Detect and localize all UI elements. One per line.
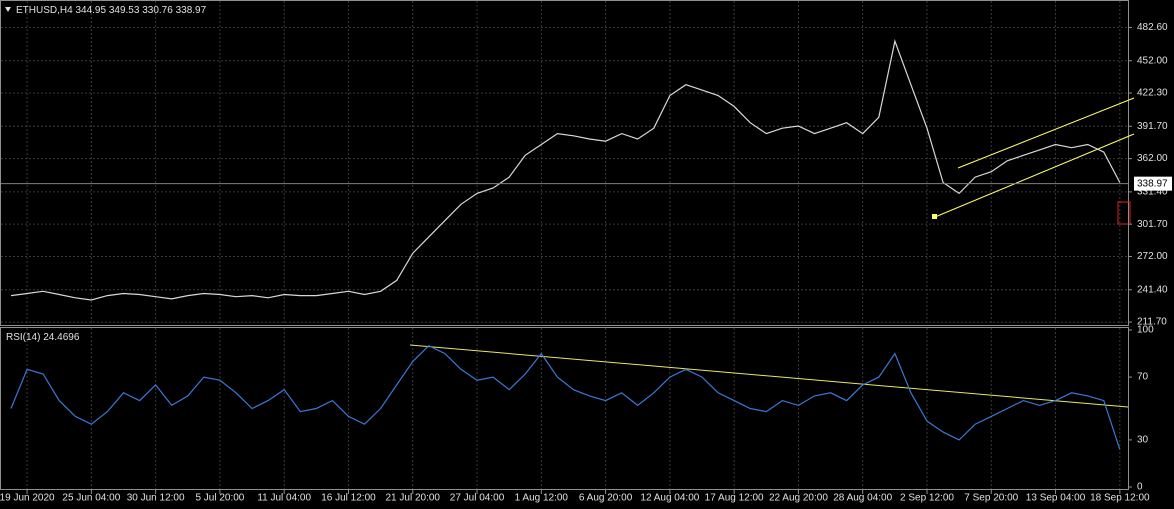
x-tick-label: 13 Sep 04:00	[1026, 493, 1086, 504]
x-tick-label: 19 Jun 2020	[0, 493, 55, 504]
y-tick-label: 211.70	[1137, 317, 1167, 328]
x-tick-label: 1 Aug 12:00	[515, 493, 569, 504]
x-tick-label: 2 Sep 12:00	[900, 493, 954, 504]
x-tick-label: 25 Jun 04:00	[62, 493, 120, 504]
x-tick-label: 22 Aug 20:00	[769, 493, 828, 504]
x-tick-label: 28 Aug 04:00	[833, 493, 892, 504]
rsi-title: RSI(14)	[6, 332, 40, 343]
high: 349.53	[109, 5, 140, 16]
y-tick-label: 452.00	[1137, 55, 1168, 66]
y-tick-label: 272.00	[1137, 251, 1168, 262]
rsi-value: 24.4696	[43, 332, 80, 343]
price-panel	[0, 0, 1129, 326]
y-tick-label: 0	[1137, 482, 1143, 493]
current-price-label: 338.97	[1137, 178, 1168, 189]
x-tick-label: 17 Aug 12:00	[705, 493, 764, 504]
channel-anchor	[932, 214, 937, 219]
y-tick-label: 362.00	[1137, 153, 1168, 164]
menu-arrow[interactable]	[5, 7, 11, 12]
y-tick-label: 30	[1137, 435, 1149, 446]
open: 344.95	[75, 5, 106, 16]
y-tick-label: 422.30	[1137, 88, 1168, 99]
close: 338.97	[176, 5, 207, 16]
alert-marker	[1117, 201, 1131, 225]
x-tick-label: 12 Aug 04:00	[640, 493, 699, 504]
y-tick-label: 331.40	[1137, 187, 1168, 198]
y-tick-label: 482.60	[1137, 22, 1168, 33]
chart-header: ETHUSD,H4 344.95 349.53 330.76 338.97	[16, 5, 207, 16]
x-tick-label: 18 Sep 12:00	[1090, 493, 1150, 504]
x-tick-label: 21 Jul 20:00	[386, 493, 441, 504]
current-price-box	[1134, 176, 1172, 191]
y-tick-label: 100	[1137, 325, 1154, 336]
symbol: ETHUSD,H4	[16, 5, 73, 16]
x-tick-label: 30 Jun 12:00	[127, 493, 185, 504]
grid-layer	[1, 1, 1128, 489]
x-tick-label: 11 Jul 04:00	[257, 493, 311, 504]
rsi-panel	[0, 327, 1129, 490]
low: 330.76	[142, 5, 173, 16]
channel-upper	[957, 97, 1135, 169]
y-tick-label: 241.40	[1137, 284, 1168, 295]
x-tick-label: 5 Jul 20:00	[195, 493, 244, 504]
x-tick-label: 27 Jul 04:00	[450, 493, 505, 504]
rsi-trendline	[409, 344, 1129, 408]
x-tick-label: 16 Jul 12:00	[321, 493, 376, 504]
rsi-header: RSI(14) 24.4696	[6, 332, 80, 343]
channel-lower	[934, 133, 1135, 218]
y-tick-label: 301.70	[1137, 219, 1168, 230]
rsi-line	[10, 344, 1121, 450]
y-tick-label: 391.70	[1137, 121, 1168, 132]
y-tick-label: 70	[1137, 372, 1149, 383]
x-tick-label: 6 Aug 20:00	[579, 493, 633, 504]
price-line	[10, 39, 1121, 301]
x-tick-label: 7 Sep 20:00	[964, 493, 1018, 504]
